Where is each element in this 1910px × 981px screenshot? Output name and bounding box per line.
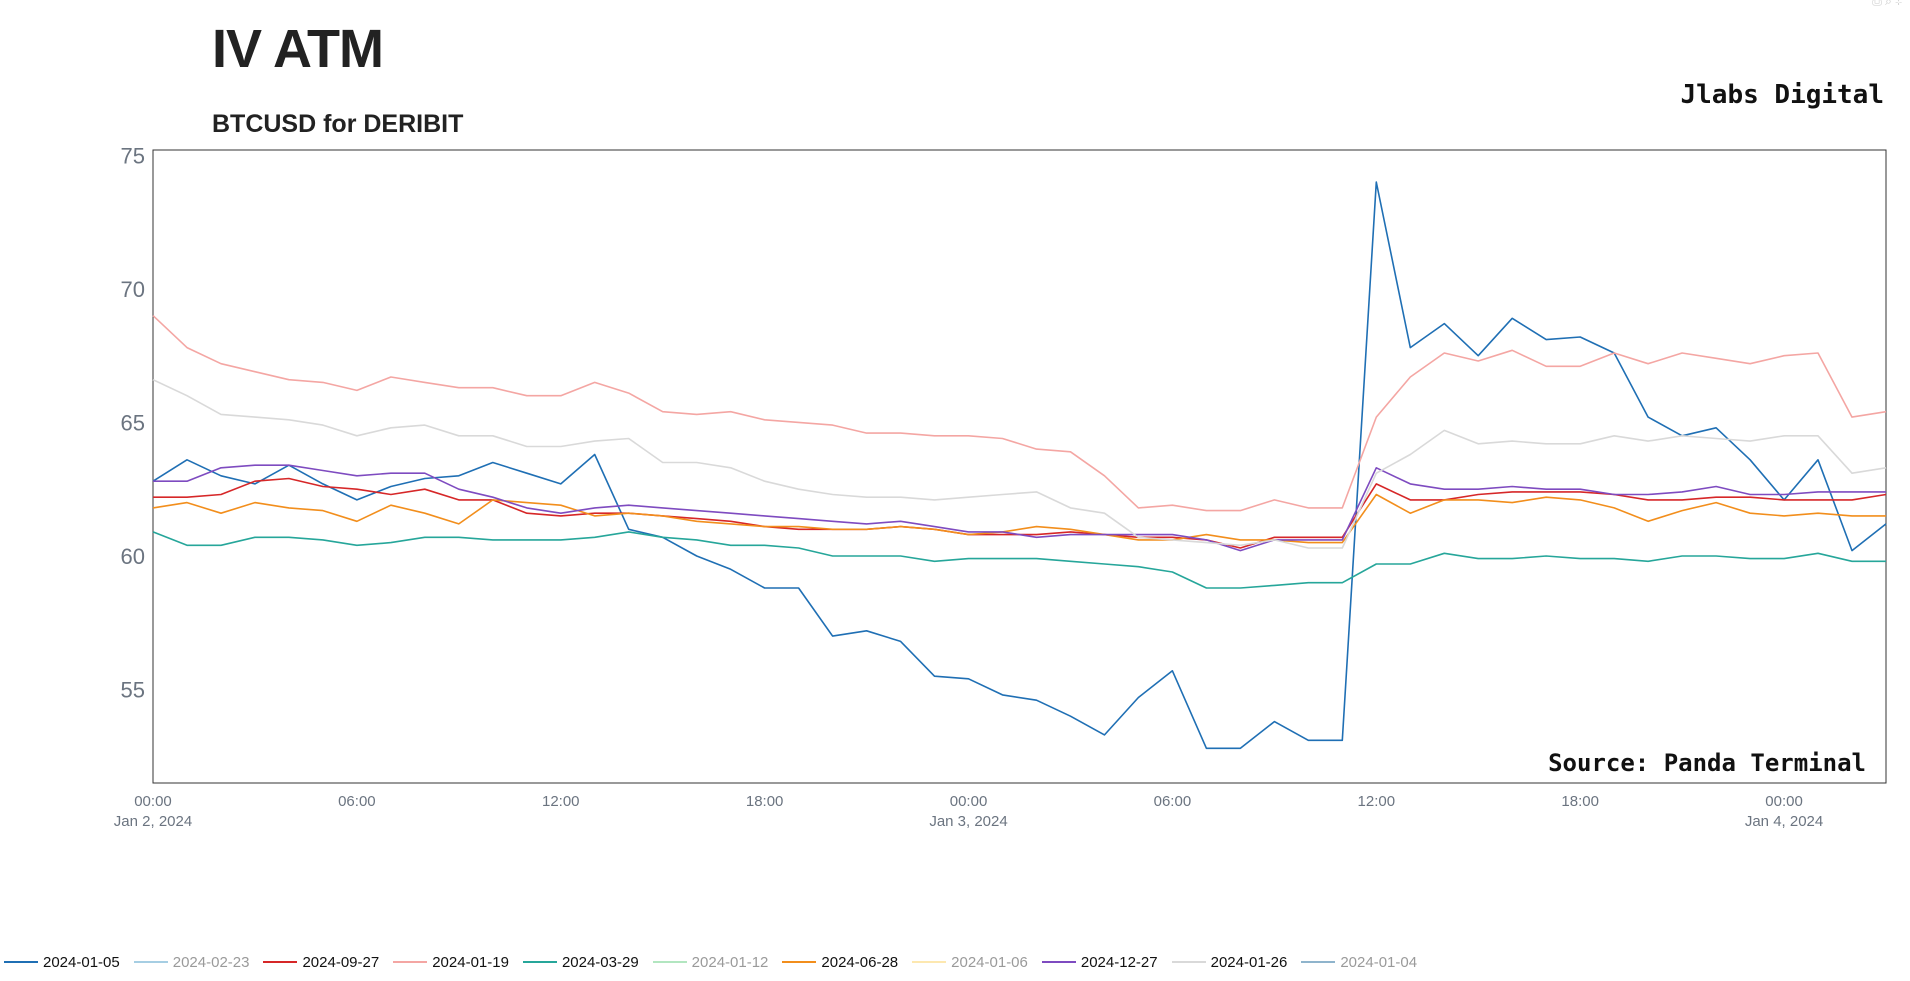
legend-label: 2024-01-04 (1340, 953, 1418, 971)
series-line-2024-12-27 (153, 464, 1886, 552)
legend-item[interactable]: 2024-12-27 (1041, 953, 1158, 971)
x-tick-label: 00:00 (950, 793, 988, 810)
x-tick-date-label: Jan 2, 2024 (114, 813, 192, 830)
legend-label: 2024-01-19 (432, 953, 509, 971)
legend-swatch (263, 961, 298, 963)
x-tick-label: 06:00 (338, 793, 376, 810)
legend-label: 2024-02-23 (172, 953, 250, 971)
legend: 2024-01-05 2024-02-23 2024-09-27 2024-01-19… (4, 950, 1431, 974)
y-axis: 55 60 65 70 75 (121, 143, 145, 702)
legend-label: 2024-01-12 (691, 953, 769, 971)
series-line-2024-01-19 (152, 315, 1887, 512)
legend-label: 2024-01-26 (1210, 953, 1288, 971)
y-tick-label: 65 (121, 410, 145, 435)
chart-title: IV ATM (212, 19, 384, 79)
legend-item[interactable]: 2024-01-26 (1171, 953, 1288, 971)
camera-icon[interactable]: ⎙ ⌕ ⊹ (1872, 0, 1902, 8)
series-line-2024-03-29 (152, 531, 1886, 589)
x-tick-label: 00:00 (134, 793, 172, 810)
plot-frame (152, 149, 1887, 784)
legend-swatch (1041, 961, 1076, 963)
source-note: Source: Panda Terminal (1548, 749, 1866, 777)
line-chart: 55 60 65 70 75 00:00 Jan 2, 2024 06:00 12:00 18:… (114, 143, 1887, 830)
legend-item[interactable]: 2024-06-28 (782, 954, 898, 971)
legend-swatch (1301, 961, 1336, 963)
legend-swatch (522, 961, 557, 963)
legend-item[interactable]: 2024-03-29 (522, 953, 639, 971)
legend-swatch (4, 961, 38, 963)
legend-label: 2024-12-27 (1080, 953, 1158, 971)
legend-item[interactable]: 2024-09-27 (263, 954, 379, 971)
legend-item[interactable]: 2024-01-19 (393, 954, 509, 971)
legend-label: 2024-01-06 (951, 953, 1028, 971)
y-tick-label: 75 (121, 143, 145, 168)
legend-label: 2024-09-27 (302, 953, 380, 971)
x-tick-label: 00:00 (1765, 793, 1803, 810)
series-line-2024-01-26 (152, 378, 1887, 549)
series-layer (152, 181, 1887, 750)
x-tick-label: 18:00 (1561, 793, 1599, 810)
legend-swatch (1171, 961, 1206, 963)
y-tick-label: 70 (121, 277, 145, 302)
x-tick-label: 18:00 (746, 793, 784, 810)
legend-item[interactable]: 2024-01-05 (4, 954, 120, 971)
modebar[interactable]: ⎙ ⌕ ⊹ (1872, 0, 1902, 9)
y-tick-label: 55 (121, 678, 145, 703)
legend-label: 2024-01-05 (43, 953, 120, 971)
legend-item[interactable]: 2024-02-23 (133, 953, 250, 971)
series-line-2024-06-28 (152, 493, 1886, 544)
x-tick-label: 12:00 (542, 793, 580, 810)
x-axis: 00:00 Jan 2, 2024 06:00 12:00 18:00 00:00 Jan … (114, 793, 1823, 830)
chart-subtitle: BTCUSD for DERIBIT (212, 110, 464, 138)
x-tick-date-label: Jan 4, 2024 (1745, 813, 1823, 830)
legend-label: 2024-03-29 (561, 953, 639, 971)
legend-label: 2024-06-28 (821, 953, 899, 971)
brand-label: Jlabs Digital (1680, 80, 1885, 110)
x-tick-date-label: Jan 3, 2024 (929, 813, 1007, 830)
legend-item[interactable]: 2024-01-12 (652, 953, 769, 971)
x-tick-label: 12:00 (1358, 793, 1396, 810)
legend-swatch (652, 961, 687, 963)
x-tick-label: 06:00 (1154, 793, 1192, 810)
series-line-2024-01-05 (152, 181, 1887, 750)
legend-item[interactable]: 2024-01-04 (1301, 954, 1417, 971)
legend-item[interactable]: 2024-01-06 (912, 954, 1028, 971)
legend-swatch (912, 961, 947, 963)
legend-swatch (133, 961, 168, 963)
y-tick-label: 60 (121, 544, 145, 569)
legend-swatch (782, 961, 817, 963)
legend-swatch (393, 961, 428, 963)
